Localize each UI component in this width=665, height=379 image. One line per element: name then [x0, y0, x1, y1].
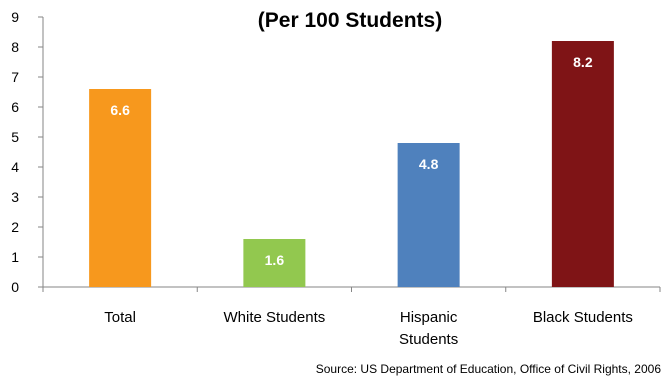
- y-tick-label: 1: [11, 249, 19, 265]
- y-tick-label: 2: [11, 219, 19, 235]
- y-tick-label: 5: [11, 129, 19, 145]
- bar: [89, 89, 152, 287]
- data-label: 8.2: [573, 54, 593, 70]
- y-tick-label: 9: [11, 9, 19, 25]
- category-label: Total: [104, 309, 136, 326]
- bar: [243, 239, 306, 287]
- y-tick-label: 8: [11, 39, 19, 55]
- bar: [551, 41, 614, 287]
- data-label: 6.6: [110, 102, 130, 118]
- source-note: Source: US Department of Education, Offi…: [316, 362, 662, 376]
- y-tick-label: 7: [11, 69, 19, 85]
- y-tick-label: 3: [11, 189, 19, 205]
- category-label: White Students: [224, 309, 326, 326]
- y-tick-label: 0: [11, 279, 19, 295]
- chart-title: (Per 100 Students): [258, 9, 442, 32]
- category-labels: Total White Students Hispanic Students Black…: [104, 309, 633, 348]
- bar: [397, 143, 460, 287]
- category-label: Black Students: [533, 309, 633, 326]
- y-tick-label: 4: [11, 159, 19, 175]
- data-label: 1.6: [265, 252, 285, 268]
- data-label: 4.8: [419, 156, 439, 172]
- bars: 6.6 1.6 4.8 8.2: [89, 41, 614, 287]
- y-tick-label: 6: [11, 99, 19, 115]
- category-label: Hispanic Students: [399, 309, 458, 348]
